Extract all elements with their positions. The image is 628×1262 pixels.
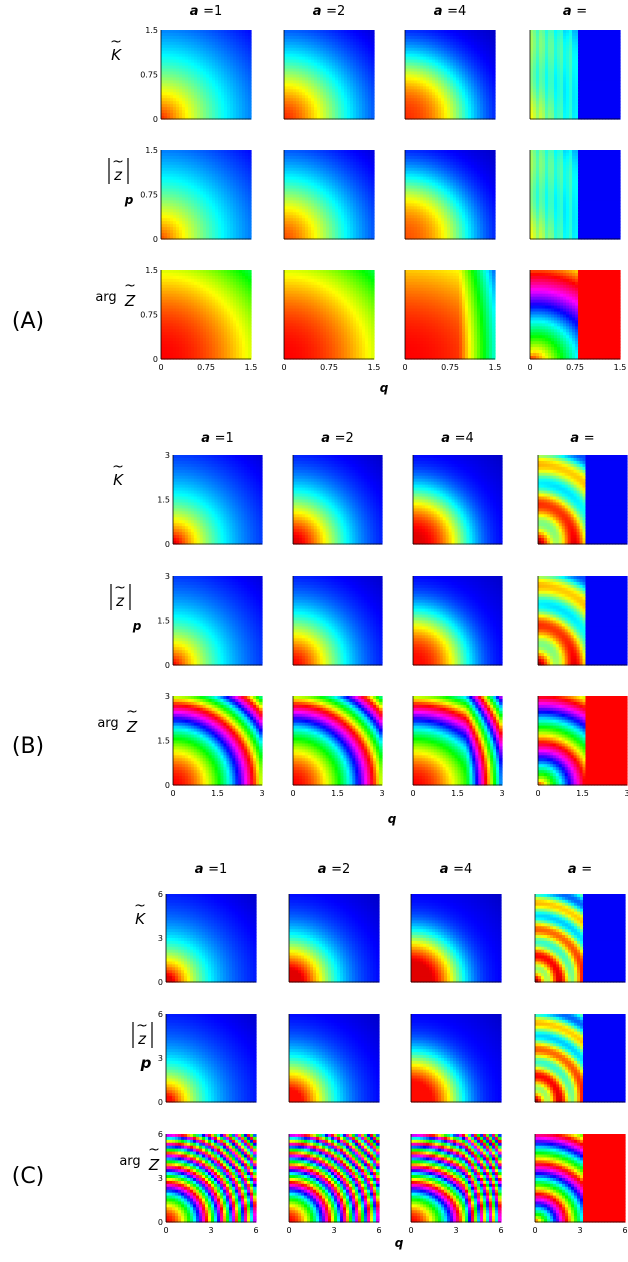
heatmap-tile <box>405 30 496 120</box>
column-title-value: =1 <box>203 4 222 19</box>
y-tick-label: 0.75 <box>140 71 158 80</box>
y-axis-label: p <box>124 193 134 207</box>
row-label: arg~Z <box>95 278 136 310</box>
column-title: a =2 <box>313 4 345 19</box>
column-title: a = <box>563 4 587 19</box>
y-tick-label: 1.5 <box>145 26 158 35</box>
column-title: a =1 <box>190 4 222 19</box>
row-label-symbol: z <box>113 166 123 184</box>
heatmap-tile: 0 0.75 1.5 <box>140 26 251 124</box>
column-title-a: a <box>313 4 326 19</box>
row-label-symbol: Z <box>124 292 136 310</box>
column-title-a: a <box>563 4 576 19</box>
column-title-value: =4 <box>447 4 466 19</box>
heatmap-tile <box>530 30 621 120</box>
row-label-symbol: K <box>111 46 122 64</box>
row-label-prefix: arg <box>95 290 116 305</box>
row-label: ~K <box>110 34 122 64</box>
column-title-value: =2 <box>326 4 345 19</box>
panel-label: (A) <box>12 309 44 334</box>
row-label: ~z <box>109 154 128 184</box>
column-title: a =4 <box>434 4 466 19</box>
y-tick-label: 0 <box>153 115 158 124</box>
column-title-a: a <box>190 4 203 19</box>
heatmap-tile <box>284 30 375 120</box>
column-title-value: = <box>576 4 587 19</box>
column-title-a: a <box>434 4 447 19</box>
